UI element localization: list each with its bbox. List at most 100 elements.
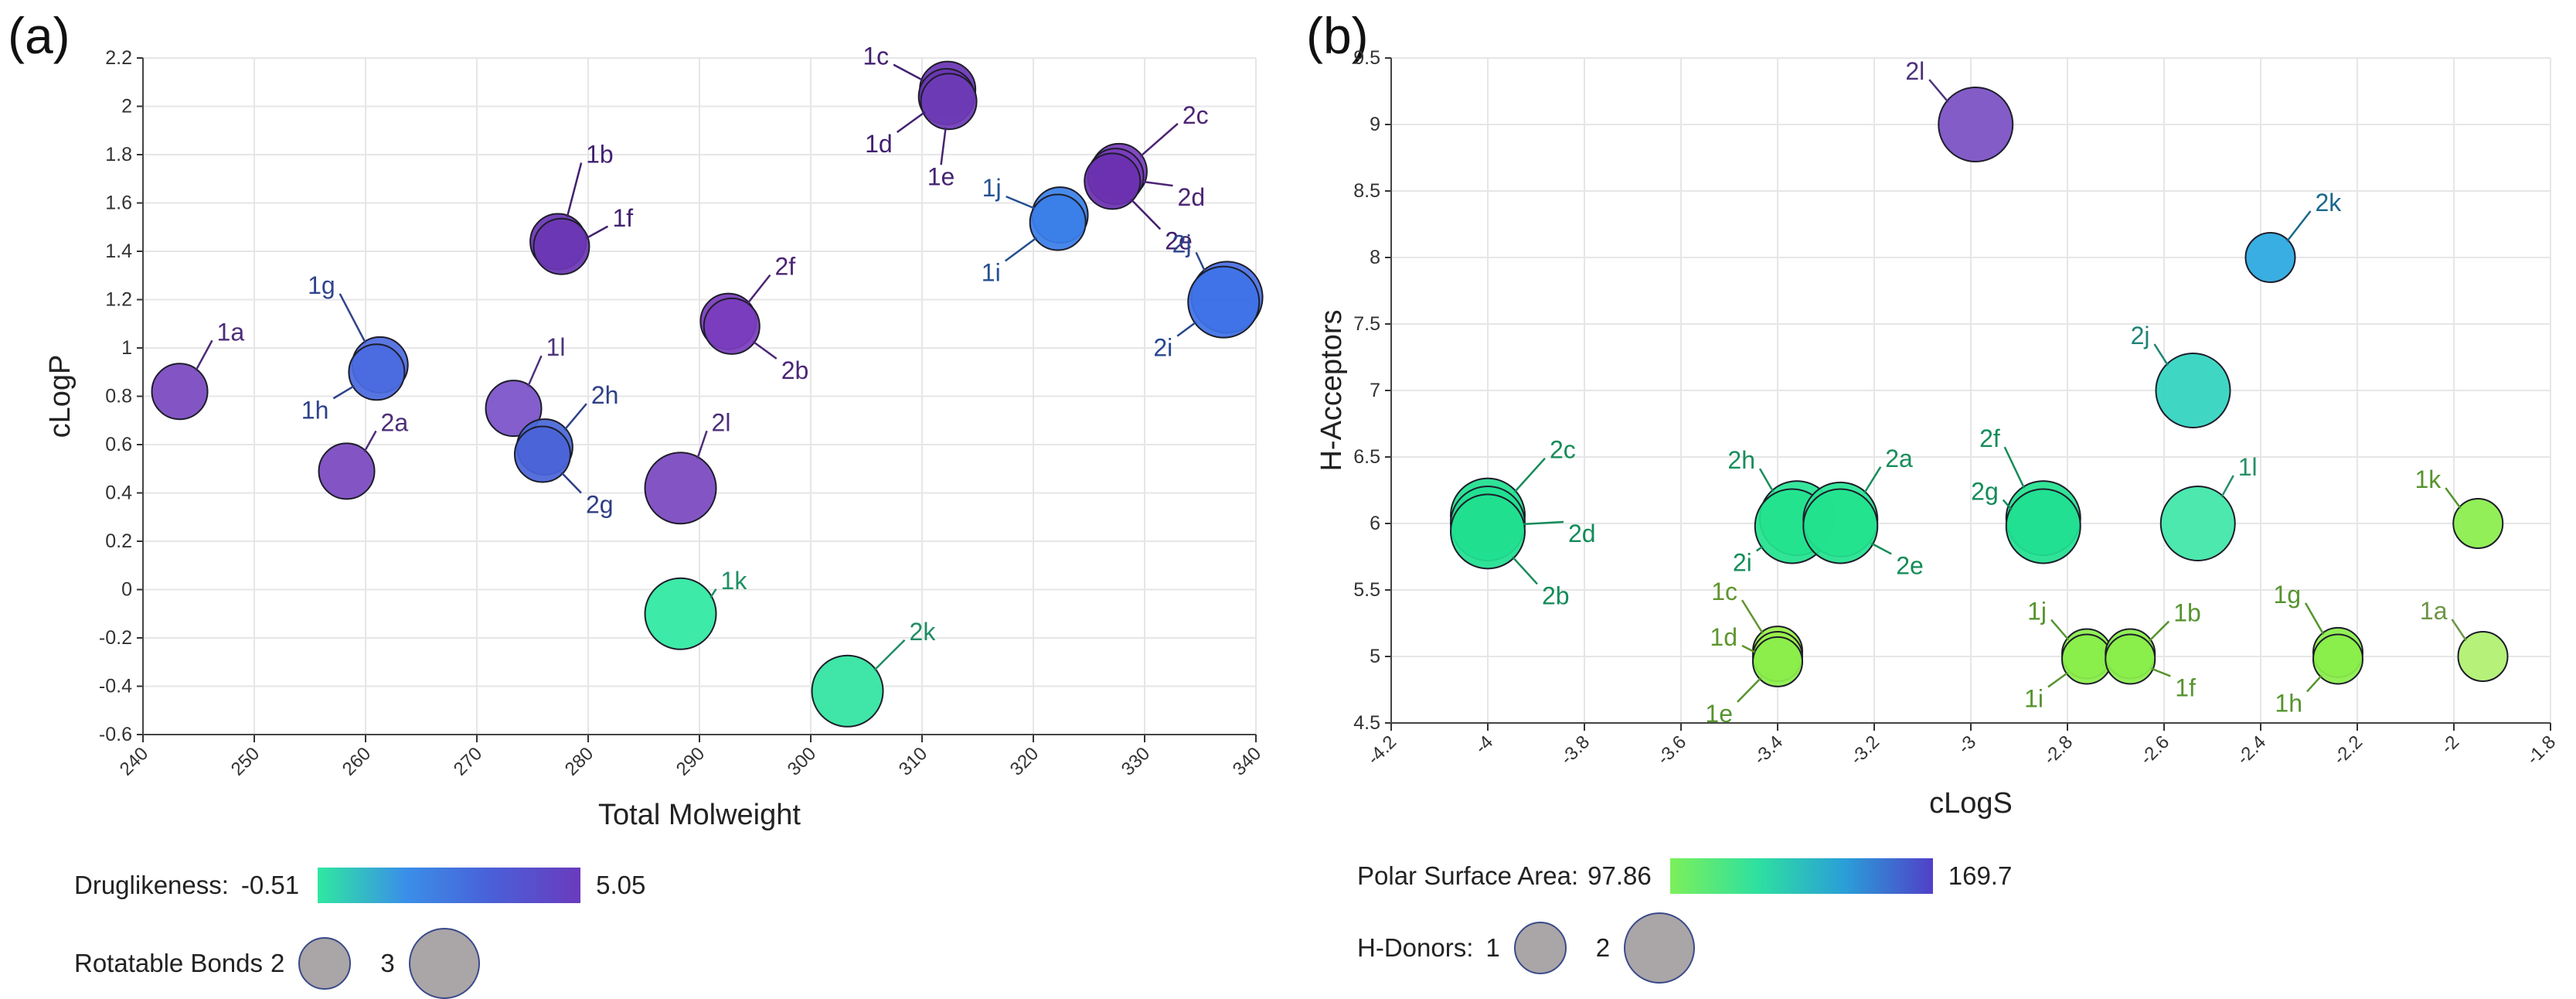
point-label-2a: 2a [1885, 445, 1913, 472]
point-label-2g: 2g [586, 491, 614, 519]
leader-line-2b [752, 340, 778, 360]
color-legend-b: Polar Surface Area: 97.86 169.7 [1357, 858, 2012, 894]
x-tick-label: 330 [1118, 743, 1154, 779]
x-tick-label: -2.4 [2233, 731, 2270, 769]
point-2b [703, 297, 761, 355]
point-label-2c: 2c [1550, 436, 1576, 464]
x-tick-label: -2.6 [2136, 731, 2173, 769]
leader-line-2i [1756, 545, 1764, 552]
point-label-2d: 2d [1568, 520, 1596, 547]
point-label-1b: 1b [2173, 599, 2201, 627]
point-label-1b: 1b [586, 141, 614, 169]
point-2k [811, 654, 884, 728]
leader-line-1b [566, 162, 583, 217]
y-tick-label: 1.6 [105, 193, 132, 214]
leader-line-1f [2151, 667, 2171, 677]
chart-a: 240 250 260 270 280 290 300 310 320 330 340 -0.6 -0.… [44, 43, 1265, 831]
y-tick-label: 0 [121, 579, 132, 601]
leader-line-1e [1737, 677, 1762, 703]
point-1a [2457, 631, 2509, 682]
x-tick-label: 290 [672, 743, 709, 779]
leader-line-1k [710, 588, 717, 598]
leader-line-1b [2149, 620, 2170, 642]
point-label-1g: 1g [2273, 581, 2301, 609]
leader-line-1a [2451, 619, 2467, 641]
point-1f [533, 217, 590, 275]
point-2e [1084, 152, 1142, 210]
point-label-2i: 2i [1733, 548, 1752, 576]
x-tick-label: 250 [227, 743, 264, 779]
leader-line-2f [747, 274, 771, 305]
leader-line-2d [1141, 180, 1173, 187]
point-label-1l: 1l [2238, 453, 2258, 481]
y-tick-label: 4.5 [1353, 712, 1380, 734]
size-legend-a-large-value: 3 [380, 949, 395, 977]
x-tick-label: 240 [116, 743, 152, 779]
leader-line-1d [896, 111, 926, 134]
y-tick-label: 5 [1370, 646, 1380, 667]
x-tick-label: 270 [450, 743, 486, 779]
point-label-2a: 2a [381, 408, 409, 436]
x-tick-label: -3.8 [1557, 731, 1594, 769]
leader-line-2j [2153, 343, 2169, 367]
color-legend-a-min: -0.51 [240, 871, 300, 899]
x-axis-title: cLogS [1929, 787, 2013, 820]
point-label-1c: 1c [863, 43, 889, 70]
point-label-1e: 1e [927, 162, 955, 190]
y-tick-label: -0.2 [99, 627, 132, 649]
x-tick-label: 260 [339, 743, 375, 779]
size-legend-b-large-circle [1624, 912, 1696, 984]
y-tick-label: 0.2 [105, 530, 132, 552]
point-label-2h: 2h [1727, 446, 1755, 474]
point-label-1c: 1c [1711, 578, 1737, 605]
point-label-2l: 2l [712, 408, 731, 436]
leader-line-2a [363, 430, 377, 452]
point-label-1a: 1a [2420, 597, 2448, 625]
point-1k [2452, 498, 2504, 549]
leader-line-1j [1006, 195, 1036, 210]
leader-line-1h [2306, 674, 2322, 693]
point-label-2f: 2f [1979, 424, 2000, 452]
leader-line-1g [339, 293, 367, 344]
point-label-1l: 1l [546, 333, 566, 361]
leader-line-1a [195, 339, 213, 371]
y-tick-label: 2.2 [105, 47, 132, 69]
point-label-2d: 2d [1178, 183, 1206, 211]
color-legend-b-gradient [1669, 858, 1933, 894]
color-legend-a-max: 5.05 [596, 871, 646, 899]
y-tick-label: 1.2 [105, 289, 132, 311]
y-tick-label: 8 [1370, 247, 1380, 268]
point-2b [1450, 493, 1526, 570]
leader-line-1k [2445, 487, 2462, 509]
leader-line-1d [1741, 644, 1756, 653]
panel-b-letter: (b) [1306, 7, 1369, 64]
point-label-2j: 2j [2131, 322, 2150, 349]
leader-line-2g [2002, 499, 2013, 511]
leader-line-1e [940, 127, 947, 165]
x-tick-label: -4.2 [1363, 731, 1400, 769]
size-legend-a-large-circle [408, 928, 480, 999]
y-tick-label: 0.4 [105, 482, 132, 504]
point-label-2k: 2k [910, 618, 937, 646]
leader-line-1i [1004, 237, 1037, 262]
x-axis-title: Total Molweight [598, 799, 801, 831]
point-label-2b: 2b [781, 356, 809, 384]
leader-line-2a [1863, 466, 1882, 494]
point-1i [2061, 633, 2112, 685]
point-label-2i: 2i [1153, 334, 1172, 362]
leader-line-2i [1176, 321, 1197, 337]
point-2i [1187, 265, 1261, 339]
point-1l [2159, 486, 2236, 561]
point-1f [2105, 633, 2156, 685]
color-legend-a-label: Druglikeness: [74, 871, 229, 899]
point-2k [2244, 232, 2296, 283]
size-legend-b: H-Donors: 1 2 [1357, 912, 1696, 984]
point-2g [2005, 488, 2081, 564]
leader-line-1i [2047, 671, 2069, 688]
point-label-1f: 1f [612, 204, 633, 232]
x-tick-label: 300 [784, 743, 820, 779]
point-label-1h: 1h [2275, 689, 2302, 717]
point-label-1j: 1j [982, 174, 1002, 202]
leader-line-2g [560, 472, 582, 494]
y-tick-label: 9 [1370, 114, 1380, 135]
